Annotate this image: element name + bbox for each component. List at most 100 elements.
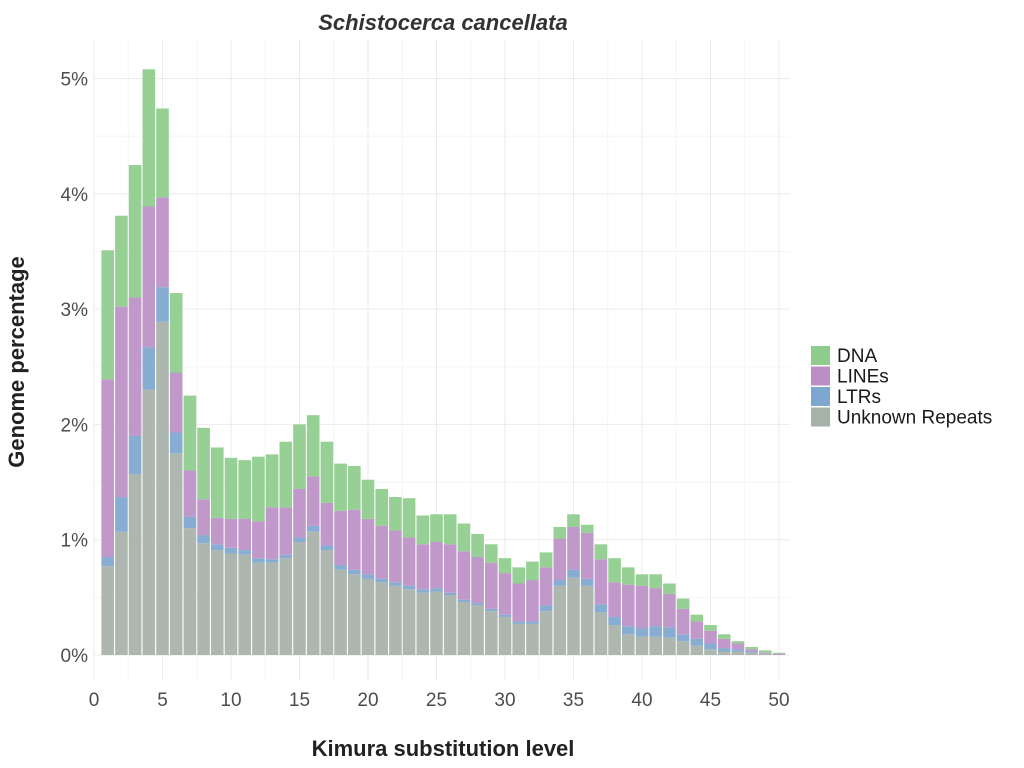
bar-segment-unknown-repeats — [361, 578, 375, 655]
bar-segment-ltrs — [306, 525, 320, 532]
bar-segment-unknown-repeats — [443, 595, 457, 655]
bar-segment-unknown-repeats — [238, 554, 251, 655]
bar-segment-ltrs — [115, 497, 128, 532]
legend-swatch — [811, 387, 830, 406]
bar-segment-dna — [443, 514, 457, 545]
bar-segment-lines — [717, 638, 731, 649]
bar-segment-lines — [375, 525, 388, 579]
bar-segment-dna — [457, 523, 471, 552]
bar-segment-ltrs — [211, 544, 224, 551]
bar-segment-lines — [443, 544, 457, 593]
bar-segment-dna — [649, 574, 662, 589]
bar-segment-dna — [704, 625, 717, 631]
bar-segment-lines — [594, 559, 608, 605]
y-tick-label: 1% — [61, 531, 89, 552]
bar-segment-ltrs — [320, 545, 334, 551]
x-tick-label: 15 — [289, 690, 310, 711]
bar-segment-unknown-repeats — [169, 453, 183, 655]
bar-segment-ltrs — [649, 626, 662, 637]
bar-segment-dna — [553, 527, 567, 539]
x-tick-label: 45 — [700, 690, 721, 711]
bar-segment-ltrs — [539, 605, 553, 612]
bar-segment-dna — [608, 558, 621, 583]
bar-segment-ltrs — [526, 621, 539, 624]
bar-segment-unknown-repeats — [731, 651, 745, 655]
bar-segment-dna — [676, 598, 690, 609]
bar-segment-unknown-repeats — [580, 585, 594, 655]
bar-segment-dna — [498, 558, 512, 574]
bar-segment-lines — [553, 538, 567, 581]
legend-swatch — [811, 346, 830, 365]
bar-segment-unknown-repeats — [457, 601, 471, 655]
bar-segment-dna — [197, 427, 210, 500]
bar-segment-dna — [115, 215, 128, 307]
y-tick-label: 3% — [61, 300, 89, 321]
bar-segment-lines — [279, 507, 293, 555]
bar-segment-lines — [128, 297, 142, 436]
bar-segment-lines — [115, 306, 128, 498]
bar-segment-unknown-repeats — [334, 569, 347, 655]
bar-segment-unknown-repeats — [197, 543, 210, 655]
x-tick-label: 10 — [220, 690, 241, 711]
bar-segment-lines — [183, 470, 197, 517]
bar-segment-dna — [334, 463, 347, 511]
bar-segment-dna — [156, 108, 169, 198]
bar-segment-ltrs — [197, 535, 210, 544]
bar-segment-ltrs — [169, 432, 183, 454]
bar-segment-lines — [567, 527, 580, 570]
bar-segment-ltrs — [348, 569, 361, 575]
bar-segment-ltrs — [567, 569, 580, 578]
bar-segment-ltrs — [183, 516, 197, 529]
bar-segment-unknown-repeats — [279, 558, 293, 655]
bar-segment-lines — [498, 573, 512, 615]
x-tick-label: 20 — [357, 690, 378, 711]
bar-segment-unknown-repeats — [471, 605, 484, 655]
bar-segment-ltrs — [717, 648, 731, 652]
bar-segment-unknown-repeats — [293, 542, 306, 655]
bar-segment-unknown-repeats — [389, 585, 402, 655]
bar-segment-unknown-repeats — [663, 637, 676, 655]
bar-segment-lines — [539, 567, 553, 606]
bar-segment-unknown-repeats — [211, 550, 224, 655]
bar-segment-ltrs — [293, 537, 306, 542]
bar-segment-unknown-repeats — [539, 611, 553, 655]
bar-segment-lines — [101, 379, 114, 557]
bar-segment-dna — [526, 561, 539, 581]
bar-segment-lines — [156, 197, 169, 288]
bar-segment-lines — [389, 530, 402, 583]
bar-segment-unknown-repeats — [759, 653, 772, 655]
bar-segment-lines — [690, 621, 704, 639]
bar-segment-dna — [375, 488, 388, 526]
bar-segment-lines — [238, 518, 251, 551]
bar-segment-dna — [622, 567, 635, 585]
bar-segment-ltrs — [375, 578, 388, 583]
x-tick-label: 0 — [89, 690, 100, 711]
bar-segment-ltrs — [443, 592, 457, 596]
bar-segment-unknown-repeats — [553, 585, 567, 655]
bar-segment-dna — [594, 544, 608, 560]
bar-segment-dna — [224, 457, 238, 519]
bar-segment-unknown-repeats — [183, 528, 197, 655]
bar-segment-ltrs — [622, 626, 635, 635]
x-axis-title: Kimura substitution level — [312, 736, 575, 761]
bar-segment-dna — [169, 292, 183, 373]
bar-segment-dna — [567, 514, 580, 528]
bar-segment-dna — [485, 544, 498, 563]
bar-segment-dna — [293, 424, 306, 489]
bar-segment-ltrs — [156, 287, 169, 322]
bar-segment-lines — [293, 488, 306, 538]
bar-segment-ltrs — [238, 550, 251, 555]
bar-segment-unknown-repeats — [320, 550, 334, 655]
bar-segment-lines — [622, 584, 635, 627]
bar-segment-unknown-repeats — [265, 562, 279, 655]
bar-segment-ltrs — [334, 565, 347, 570]
bar-segment-ltrs — [279, 554, 293, 559]
bar-segment-lines — [759, 652, 772, 654]
chart-title: Schistocerca cancellata — [318, 10, 567, 35]
bar-segment-ltrs — [580, 578, 594, 586]
bar-segment-ltrs — [430, 588, 443, 592]
bar-segment-unknown-repeats — [567, 577, 580, 655]
bar-segment-dna — [717, 634, 731, 639]
